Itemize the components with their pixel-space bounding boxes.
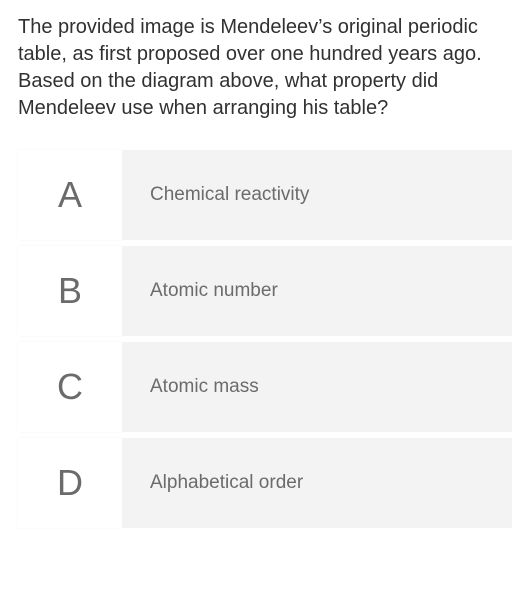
option-letter: A — [18, 150, 122, 240]
option-d[interactable]: D Alphabetical order — [18, 438, 512, 528]
question-text: The provided image is Mendeleev’s origin… — [18, 14, 512, 122]
option-a[interactable]: A Chemical reactivity — [18, 150, 512, 240]
option-letter: C — [18, 342, 122, 432]
option-label: Alphabetical order — [122, 438, 512, 528]
option-label: Atomic number — [122, 246, 512, 336]
option-label: Chemical reactivity — [122, 150, 512, 240]
option-label: Atomic mass — [122, 342, 512, 432]
option-letter: B — [18, 246, 122, 336]
option-letter: D — [18, 438, 122, 528]
options-list: A Chemical reactivity B Atomic number C … — [18, 150, 512, 528]
option-c[interactable]: C Atomic mass — [18, 342, 512, 432]
option-b[interactable]: B Atomic number — [18, 246, 512, 336]
